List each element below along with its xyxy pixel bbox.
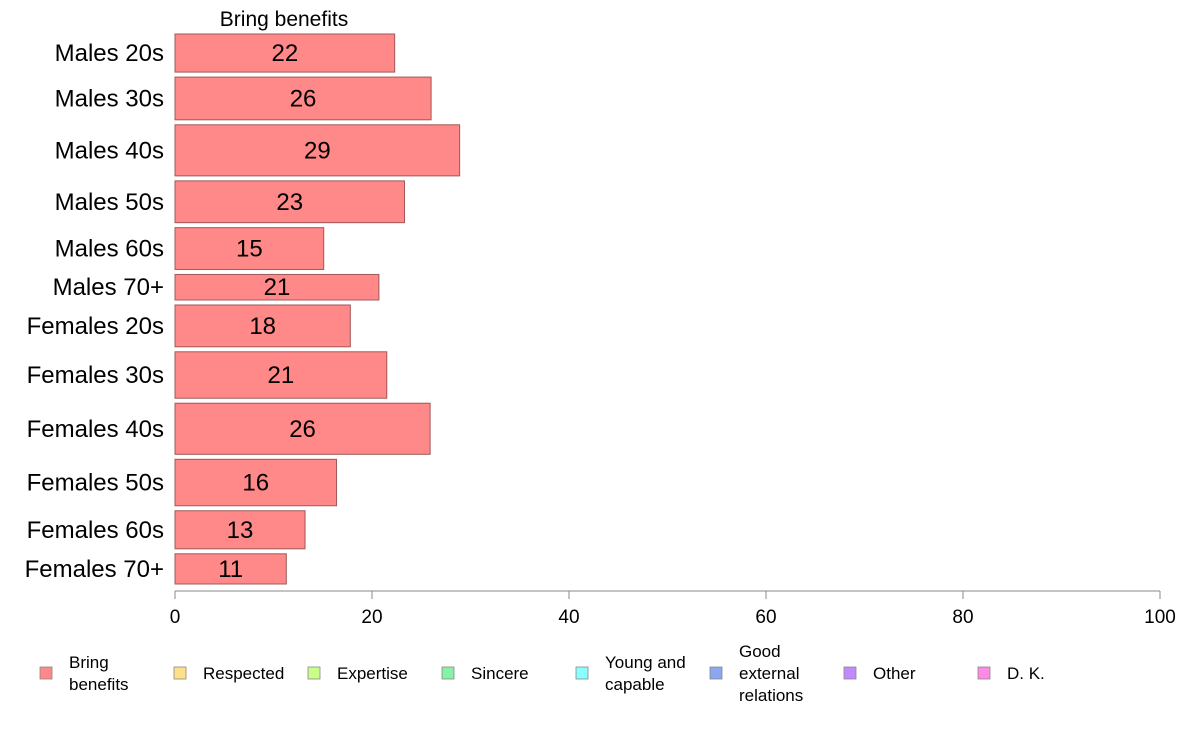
bar-value-label: 26 bbox=[289, 416, 316, 443]
legend-swatch bbox=[575, 666, 589, 680]
chart-title: Bring benefits bbox=[220, 8, 348, 31]
bar bbox=[174, 304, 351, 348]
bar-value-label: 11 bbox=[218, 556, 243, 583]
legend-label: Expertise bbox=[337, 664, 408, 683]
bar-value-label: 18 bbox=[249, 313, 276, 340]
bar bbox=[174, 124, 461, 177]
legend-label: Young and bbox=[605, 653, 686, 672]
legend-label: Respected bbox=[203, 664, 284, 683]
category-label: Males 50s bbox=[55, 189, 164, 216]
bar bbox=[174, 76, 432, 121]
legend: Bring benefits Respected Expertise Sincere Yo… bbox=[39, 642, 1045, 705]
legend-label: benefits bbox=[69, 675, 129, 694]
bar bbox=[174, 402, 431, 455]
legend-label: Good bbox=[739, 642, 781, 661]
bar bbox=[174, 553, 287, 585]
bar bbox=[174, 458, 338, 507]
legend-label: Bring bbox=[69, 653, 109, 672]
bar bbox=[174, 33, 396, 73]
legend-label: relations bbox=[739, 686, 803, 705]
bar bbox=[174, 510, 306, 550]
category-label: Females 60s bbox=[27, 517, 164, 544]
category-label: Females 50s bbox=[27, 470, 164, 497]
x-tick-label: 20 bbox=[361, 607, 382, 628]
bar-value-label: 29 bbox=[304, 137, 331, 164]
x-tick-label: 40 bbox=[558, 607, 579, 628]
x-tick-label: 80 bbox=[952, 607, 973, 628]
bar-value-label: 21 bbox=[264, 274, 291, 301]
category-labels: Males 20s Males 30s Males 40s Males 50s Male… bbox=[25, 40, 164, 583]
x-tick-label: 60 bbox=[755, 607, 776, 628]
legend-swatch bbox=[307, 666, 321, 680]
legend-swatch bbox=[441, 666, 455, 680]
legend-swatch bbox=[39, 666, 53, 680]
legend-label: capable bbox=[605, 675, 665, 694]
bar bbox=[174, 180, 406, 224]
bar-value-label: 22 bbox=[271, 40, 298, 67]
bar-value-label: 16 bbox=[242, 470, 269, 497]
bar-value-label: 26 bbox=[290, 85, 317, 112]
category-label: Males 70+ bbox=[53, 274, 164, 301]
legend-swatch bbox=[709, 666, 723, 680]
category-label: Males 20s bbox=[55, 40, 164, 67]
category-label: Females 20s bbox=[27, 313, 164, 340]
x-tick-label: 0 bbox=[170, 607, 181, 628]
bar-value-label: 15 bbox=[236, 236, 263, 263]
x-axis: 0 20 40 60 80 100 bbox=[170, 590, 1176, 628]
legend-label: Sincere bbox=[471, 664, 529, 683]
category-label: Females 40s bbox=[27, 416, 164, 443]
legend-label: D. K. bbox=[1007, 664, 1045, 683]
bar bbox=[174, 273, 380, 301]
category-label: Males 30s bbox=[55, 85, 164, 112]
legend-swatch bbox=[173, 666, 187, 680]
legend-swatch bbox=[843, 666, 857, 680]
bar-value-label: 23 bbox=[276, 189, 303, 216]
legend-label: external bbox=[739, 664, 799, 683]
category-label: Males 40s bbox=[55, 137, 164, 164]
category-label: Males 60s bbox=[55, 236, 164, 263]
bar bbox=[174, 351, 388, 399]
bar bbox=[174, 227, 325, 270]
category-label: Females 30s bbox=[27, 362, 164, 389]
bar-value-label: 21 bbox=[268, 362, 295, 389]
bar-value-label: 13 bbox=[227, 517, 254, 544]
legend-label: Other bbox=[873, 664, 916, 683]
category-label: Females 70+ bbox=[25, 556, 164, 583]
legend-swatch bbox=[977, 666, 991, 680]
x-tick-label: 100 bbox=[1144, 607, 1176, 628]
